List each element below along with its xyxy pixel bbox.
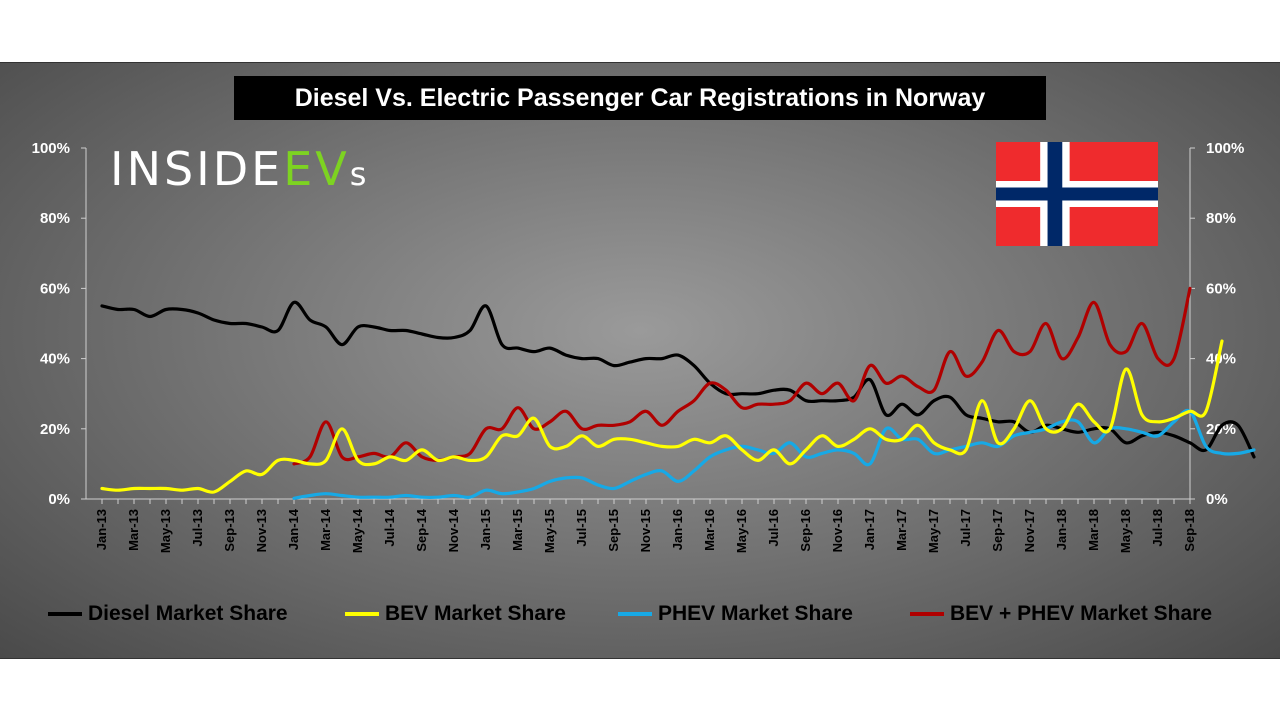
series-line-bev <box>100 339 1224 494</box>
legend-swatch-combined <box>910 612 944 616</box>
x-tick-label: Nov-17 <box>1022 509 1037 552</box>
chart-legend: Diesel Market Share BEV Market Share PHE… <box>0 596 1280 632</box>
x-tick-label: Mar-15 <box>510 509 525 551</box>
x-tick-label: Sep-13 <box>222 509 237 552</box>
x-tick-label: Nov-14 <box>446 508 461 552</box>
chart-axes: 0% 0% 20% 20% 40% 40% 60% 60% 80% 80% 100% 100% Jan-… <box>32 140 1245 553</box>
legend-swatch-phev <box>618 612 652 616</box>
y-tick-label-left: 0% <box>48 491 70 508</box>
x-tick-label: May-15 <box>542 509 557 553</box>
x-tick-label: May-13 <box>158 509 173 553</box>
x-tick-label: Jan-16 <box>670 509 685 550</box>
x-tick-label: Jul-14 <box>382 508 397 546</box>
y-tick-label-right: 80% <box>1206 210 1236 227</box>
x-tick-label: Sep-16 <box>798 509 813 552</box>
norway-flag-icon <box>996 142 1158 246</box>
chart-series-layer <box>100 286 1256 500</box>
y-tick-label-right: 20% <box>1206 421 1236 438</box>
x-tick-label: Mar-16 <box>702 509 717 551</box>
x-tick-label: Jan-18 <box>1054 509 1069 550</box>
x-tick-label: Nov-15 <box>638 509 653 552</box>
x-tick-label: May-14 <box>350 508 365 553</box>
x-tick-label: Mar-17 <box>894 509 909 551</box>
legend-item-combined: BEV + PHEV Market Share <box>910 596 1212 632</box>
y-tick-label-left: 80% <box>40 210 70 227</box>
y-tick-label-right: 0% <box>1206 491 1228 508</box>
x-tick-label: Mar-13 <box>126 509 141 551</box>
y-tick-label-right: 100% <box>1206 140 1244 157</box>
series-line-phev <box>292 408 1256 500</box>
x-tick-label: Nov-13 <box>254 509 269 552</box>
x-tick-label: Jul-15 <box>574 509 589 547</box>
x-tick-label: May-16 <box>734 509 749 553</box>
legend-item-bev: BEV Market Share <box>345 596 566 632</box>
logo-text-part2: EV <box>283 142 350 196</box>
x-tick-label: Jan-13 <box>94 509 109 550</box>
logo-text-part1: INSIDE <box>110 142 284 196</box>
logo-text-part3: s <box>349 155 370 193</box>
y-tick-label-left: 40% <box>40 351 70 368</box>
legend-label-phev: PHEV Market Share <box>658 602 853 625</box>
x-tick-label: Jan-17 <box>862 509 877 550</box>
legend-item-diesel: Diesel Market Share <box>48 596 288 632</box>
y-tick-label-left: 60% <box>40 280 70 297</box>
chart-title: Diesel Vs. Electric Passenger Car Regist… <box>234 76 1046 120</box>
legend-item-phev: PHEV Market Share <box>618 596 853 632</box>
y-tick-label-right: 60% <box>1206 280 1236 297</box>
legend-swatch-bev <box>345 612 379 616</box>
y-tick-label-left: 20% <box>40 421 70 438</box>
x-tick-label: Jul-18 <box>1150 509 1165 547</box>
x-tick-label: Nov-16 <box>830 509 845 552</box>
insideevs-logo: INSIDEEVs <box>110 142 369 196</box>
x-tick-label: Jul-13 <box>190 509 205 547</box>
x-tick-label: Mar-14 <box>318 508 333 551</box>
x-tick-label: Sep-17 <box>990 509 1005 552</box>
x-tick-label: Sep-18 <box>1182 509 1197 552</box>
y-tick-label-right: 40% <box>1206 351 1236 368</box>
x-tick-label: May-17 <box>926 509 941 553</box>
x-tick-label: May-18 <box>1118 509 1133 553</box>
x-tick-label: Jul-17 <box>958 509 973 547</box>
y-tick-label-left: 100% <box>32 140 70 157</box>
x-tick-label: Sep-14 <box>414 508 429 551</box>
x-tick-label: Jul-16 <box>766 509 781 547</box>
x-tick-label: Jan-15 <box>478 509 493 550</box>
legend-label-combined: BEV + PHEV Market Share <box>950 602 1213 625</box>
x-tick-label: Sep-15 <box>606 509 621 552</box>
legend-label-diesel: Diesel Market Share <box>88 602 288 625</box>
x-tick-label: Jan-14 <box>286 508 301 550</box>
legend-label-bev: BEV Market Share <box>385 602 566 625</box>
x-tick-label: Mar-18 <box>1086 509 1101 551</box>
legend-swatch-diesel <box>48 612 82 616</box>
series-line-combined <box>292 286 1192 466</box>
